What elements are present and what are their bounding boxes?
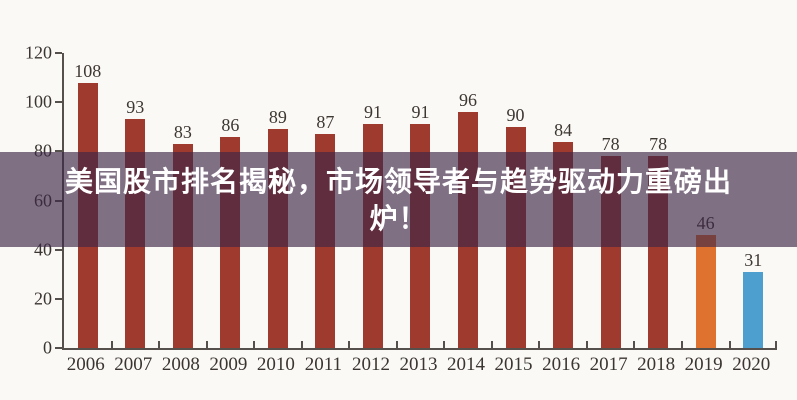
bar-value-label-2018: 78	[649, 134, 668, 155]
x-axis-label-2019: 2019	[684, 354, 723, 375]
x-axis-tick-3	[205, 341, 208, 348]
y-axis-label-120: 120	[25, 42, 52, 63]
x-axis-tick-7	[395, 341, 398, 348]
y-axis-label-0: 0	[43, 337, 52, 358]
bar-value-label-2006: 108	[74, 60, 102, 81]
x-axis-tick-1	[110, 341, 113, 348]
x-axis-tick-8	[443, 341, 446, 348]
headline-text: 美国股市排名揭秘，市场领导者与趋势驱动力重磅出 炉！	[0, 163, 797, 237]
x-axis-label-2016: 2016	[542, 354, 581, 375]
bar-2019	[695, 234, 716, 348]
x-axis-tick-2	[158, 341, 161, 348]
x-axis-tick-4	[253, 341, 256, 348]
y-axis-tick-40	[55, 248, 62, 251]
x-axis-label-2006: 2006	[66, 354, 105, 375]
x-axis-label-2017: 2017	[589, 354, 628, 375]
x-axis-label-2007: 2007	[114, 354, 153, 375]
headline-overlay-banner: 美国股市排名揭秘，市场领导者与趋势驱动力重磅出 炉！	[0, 152, 797, 247]
bar-value-label-2016: 84	[554, 119, 573, 140]
bar-value-label-2014: 96	[459, 90, 478, 110]
bar-slot-2020: 31	[729, 53, 777, 348]
bar-value-label-2008: 83	[173, 122, 192, 142]
y-axis-tick-0	[55, 347, 62, 349]
x-axis-label-2010: 2010	[256, 354, 295, 375]
x-axis-tick-11	[585, 341, 588, 348]
y-axis-tick-120	[55, 52, 62, 54]
x-axis-label-2008: 2008	[161, 354, 200, 375]
headline-line-1: 美国股市排名揭秘，市场领导者与趋势驱动力重磅出	[64, 165, 732, 197]
x-axis-labels: 2006 2007 2008 2009 2010 2011 2012 2013 2014 2015…	[62, 354, 775, 376]
bar-value-label-2011: 87	[316, 112, 335, 133]
x-axis-label-2009: 2009	[209, 354, 248, 375]
x-axis-tick-14	[728, 341, 731, 348]
headline-line-2: 炉！	[369, 202, 428, 234]
y-axis-label-20: 20	[34, 288, 52, 309]
x-axis-tick-5	[300, 341, 303, 348]
x-axis-tick-13	[680, 341, 683, 348]
x-axis-label-2015: 2015	[494, 354, 533, 375]
x-axis-label-2018: 2018	[637, 354, 676, 375]
bar-value-label-2020: 31	[744, 249, 763, 270]
y-axis-tick-100	[55, 101, 62, 104]
x-axis-tick-12	[633, 341, 636, 348]
x-axis-label-2013: 2013	[399, 354, 438, 375]
bar-value-label-2012: 91	[363, 102, 382, 123]
bar-value-label-2013: 91	[411, 102, 430, 123]
bar-value-label-2015: 90	[506, 104, 525, 125]
x-axis-label-2020: 2020	[732, 354, 771, 375]
bar-value-label-2009: 86	[221, 114, 240, 135]
x-axis-tick-10	[538, 341, 541, 348]
y-axis-label-100: 100	[25, 91, 52, 112]
y-axis-tick-20	[55, 297, 62, 300]
y-axis-tick-80	[55, 150, 62, 153]
x-axis-tick-end	[775, 341, 777, 348]
x-axis-label-2012: 2012	[351, 354, 390, 375]
x-axis-tick-9	[490, 341, 493, 348]
x-axis-tick-6	[348, 341, 351, 348]
bar-value-label-2010: 89	[268, 107, 287, 128]
x-axis-label-2011: 2011	[304, 354, 343, 375]
bar-2020	[743, 271, 764, 348]
bar-value-label-2007: 93	[126, 97, 145, 118]
bar-value-label-2017: 78	[601, 134, 620, 155]
x-axis-label-2014: 2014	[447, 354, 486, 375]
